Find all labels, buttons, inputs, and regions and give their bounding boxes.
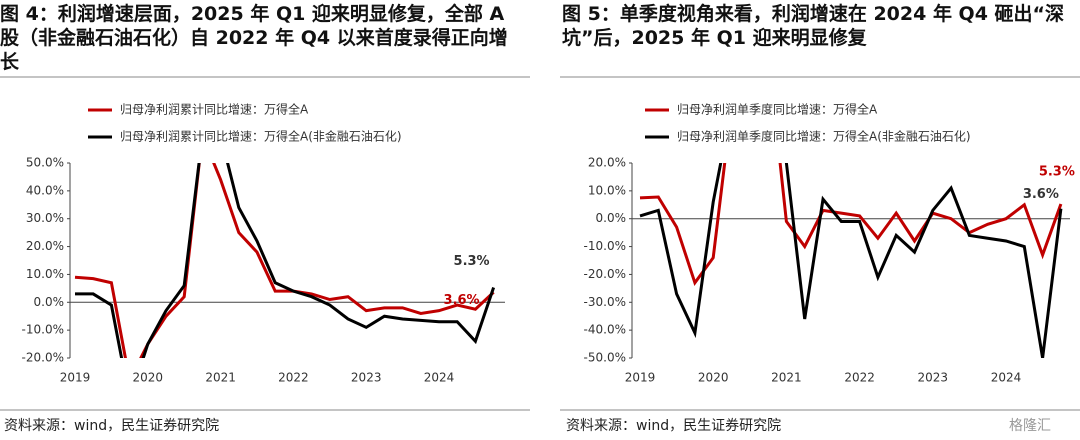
x-tick-label: 2020 [698, 371, 729, 385]
x-tick-label: 2022 [844, 371, 875, 385]
x-tick-label: 2022 [278, 371, 309, 385]
line [639, 163, 1063, 358]
y-tick-label: 30.0% [26, 211, 64, 225]
y-tick-label: -40.0% [584, 323, 626, 337]
legend-label: 归母净利润累计同比增速：万得全A(非金融石油石化) [120, 129, 402, 144]
y-tick-label: 20.0% [26, 239, 64, 253]
legend-label: 归母净利润单季度同比增速：万得全A [677, 102, 878, 117]
y-tick-label: 40.0% [26, 183, 64, 197]
legend-label: 归母净利润单季度同比增速：万得全A(非金融石油石化) [677, 129, 971, 144]
source: 资料来源：wind，民生证券研究院 [566, 418, 781, 434]
legend-label: 归母净利润累计同比增速：万得全A [120, 102, 309, 117]
y-tick-label: -50.0% [584, 351, 626, 365]
x-tick-label: 2019 [60, 371, 91, 385]
x-tick-label: 2021 [771, 371, 802, 385]
watermark: 格隆汇 [1009, 418, 1051, 434]
data-label: 3.6% [1023, 187, 1059, 202]
source: 资料来源：wind，民生证券研究院 [4, 418, 219, 434]
line [75, 163, 496, 358]
y-tick-label: 50.0% [26, 156, 64, 170]
x-tick-label: 2020 [133, 371, 164, 385]
y-tick-label: -20.0% [584, 267, 626, 281]
data-label: 3.6% [444, 293, 480, 308]
line [639, 163, 1063, 287]
x-tick-label: 2021 [205, 371, 236, 385]
y-tick-label: 10.0% [588, 183, 626, 197]
data-label: 5.3% [454, 254, 490, 269]
data-label: 5.3% [1039, 164, 1075, 179]
y-tick-label: -10.0% [22, 323, 64, 337]
chart-title: 图 4：利润增速层面，2025 年 Q1 迎来明显修复，全部 A 股（非金融石油… [0, 3, 508, 73]
y-tick-label: -10.0% [584, 239, 626, 253]
line [74, 163, 495, 358]
x-tick-label: 2024 [424, 371, 455, 385]
y-tick-label: -20.0% [22, 351, 64, 365]
x-tick-label: 2019 [625, 371, 656, 385]
x-tick-label: 2024 [991, 371, 1022, 385]
y-tick-label: 0.0% [34, 295, 65, 309]
x-tick-label: 2023 [351, 371, 382, 385]
y-tick-label: 10.0% [26, 267, 64, 281]
y-tick-label: 0.0% [596, 211, 627, 225]
y-tick-label: -30.0% [584, 295, 626, 309]
chart-title: 图 5：单季度视角来看，利润增速在 2024 年 Q4 砸出“深坑”后，2025… [562, 3, 1065, 49]
y-tick-label: 20.0% [588, 156, 626, 170]
x-tick-label: 2023 [918, 371, 949, 385]
